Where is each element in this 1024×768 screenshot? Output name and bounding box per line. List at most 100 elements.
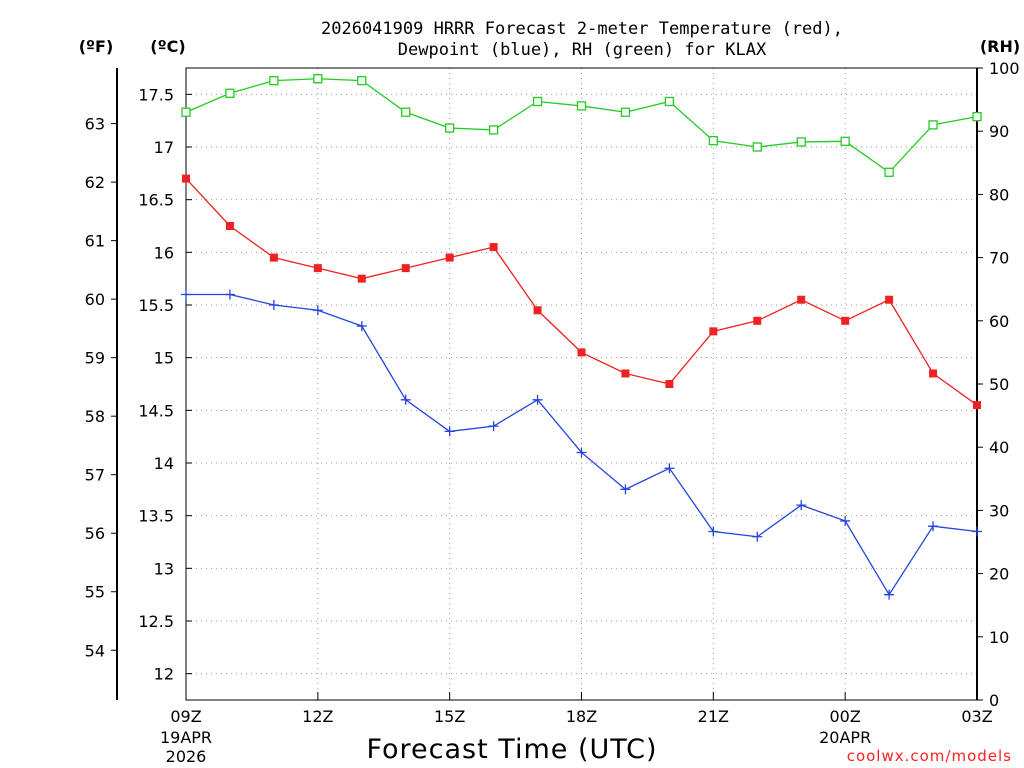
celsius-tick-label: 13.5 xyxy=(138,507,174,526)
x-tick-label: 21Z xyxy=(698,707,729,726)
celsius-tick-label: 12.5 xyxy=(138,612,174,631)
fahrenheit-tick-label: 62 xyxy=(85,173,105,192)
data-series xyxy=(181,74,982,600)
data-point-marker xyxy=(401,264,410,273)
rh-tick-label: 100 xyxy=(989,59,1020,78)
data-point-marker xyxy=(488,421,499,432)
rh-tick-label: 10 xyxy=(989,628,1009,647)
data-point-marker xyxy=(182,174,190,183)
data-point-marker xyxy=(444,426,455,437)
data-point-marker xyxy=(621,369,630,378)
data-point-marker xyxy=(884,167,894,177)
data-point-marker xyxy=(181,107,191,117)
data-point-marker xyxy=(489,243,498,252)
fahrenheit-unit-label: (ºF) xyxy=(79,37,114,56)
data-point-marker xyxy=(972,112,982,122)
fahrenheit-tick-label: 63 xyxy=(85,115,105,134)
data-point-marker xyxy=(708,136,718,146)
rh-tick-label: 20 xyxy=(989,565,1009,584)
data-point-marker xyxy=(181,289,191,300)
celsius-tick-label: 14 xyxy=(154,454,174,473)
x-tick-label: 09Z xyxy=(170,707,201,726)
data-point-marker xyxy=(224,289,235,300)
data-point-marker xyxy=(401,107,411,117)
data-point-marker xyxy=(532,96,543,107)
data-point-marker xyxy=(357,75,367,86)
data-point-marker xyxy=(664,463,675,474)
data-point-marker xyxy=(664,96,675,107)
data-point-marker xyxy=(840,515,851,526)
data-point-marker xyxy=(576,447,587,458)
data-point-marker xyxy=(312,305,323,316)
data-point-marker xyxy=(796,500,807,511)
grid-lines xyxy=(185,68,978,700)
data-point-marker xyxy=(665,380,674,388)
x-axis-label: Forecast Time (UTC) xyxy=(366,734,657,765)
celsius-tick-label: 13 xyxy=(154,559,174,578)
celsius-tick-label: 12 xyxy=(154,665,174,684)
x-tick-label: 12Z xyxy=(302,707,333,726)
chart-title-line-1: 2026041909 HRRR Forecast 2-meter Tempera… xyxy=(321,19,843,39)
data-point-marker xyxy=(929,369,938,378)
celsius-tick-label: 17.5 xyxy=(138,85,174,104)
data-point-marker xyxy=(400,394,411,405)
data-point-marker xyxy=(752,142,762,152)
fahrenheit-tick-label: 60 xyxy=(85,290,105,309)
data-point-marker xyxy=(973,401,981,410)
data-point-marker xyxy=(841,316,850,325)
celsius-tick-label: 15.5 xyxy=(138,296,174,315)
data-point-marker xyxy=(313,264,322,273)
data-point-marker xyxy=(752,531,763,542)
series-2-meter-temperature xyxy=(182,174,981,410)
fahrenheit-tick-label: 61 xyxy=(85,232,105,251)
data-point-marker xyxy=(708,526,719,537)
data-point-marker xyxy=(268,300,279,310)
rh-tick-label: 40 xyxy=(989,438,1009,457)
data-point-marker xyxy=(884,589,895,600)
data-point-marker xyxy=(928,120,938,130)
series-rh xyxy=(181,74,982,177)
chart-title-line-2: Dewpoint (blue), RH (green) for KLAX xyxy=(398,40,767,60)
x-tick-date-label: 20APR xyxy=(819,728,871,747)
x-tick-label: 03Z xyxy=(961,707,992,726)
celsius-tick-label: 16.5 xyxy=(138,191,174,210)
axes: 12 12.5 13 13.5 14 14.5 15 15.5 16 16.5 17 17.5 54 55… xyxy=(85,59,1020,766)
fahrenheit-tick-label: 54 xyxy=(85,641,105,660)
x-tick-label: 18Z xyxy=(566,707,597,726)
data-point-marker xyxy=(532,394,543,405)
x-tick-date-label: 2026 xyxy=(166,747,207,766)
fahrenheit-tick-label: 56 xyxy=(85,524,105,543)
celsius-tick-label: 14.5 xyxy=(138,401,174,420)
data-point-marker xyxy=(445,253,454,262)
data-point-marker xyxy=(620,484,631,495)
data-point-marker xyxy=(533,306,542,315)
data-point-marker xyxy=(620,107,631,117)
data-point-marker xyxy=(840,136,850,146)
rh-tick-label: 60 xyxy=(989,312,1009,331)
data-point-marker xyxy=(313,74,323,84)
rh-tick-label: 0 xyxy=(989,691,999,710)
fahrenheit-tick-label: 57 xyxy=(85,466,105,485)
data-point-marker xyxy=(356,321,367,332)
data-point-marker xyxy=(885,295,894,304)
rh-tick-label: 70 xyxy=(989,249,1009,268)
data-point-marker xyxy=(225,222,234,230)
celsius-unit-label: (ºC) xyxy=(150,37,185,56)
data-point-marker xyxy=(269,75,279,86)
fahrenheit-tick-label: 58 xyxy=(85,407,105,426)
data-point-marker xyxy=(709,327,718,336)
data-point-marker xyxy=(445,123,455,133)
fahrenheit-tick-label: 59 xyxy=(85,349,105,368)
data-point-marker xyxy=(357,274,366,283)
rh-tick-label: 80 xyxy=(989,185,1009,204)
data-point-marker xyxy=(269,253,278,262)
x-tick-label: 15Z xyxy=(434,707,465,726)
rh-tick-label: 90 xyxy=(989,122,1009,141)
fahrenheit-tick-label: 55 xyxy=(85,583,105,602)
celsius-tick-label: 15 xyxy=(154,349,174,368)
data-point-marker xyxy=(972,526,982,537)
credit-text: coolwx.com/models xyxy=(847,747,1012,765)
rh-tick-label: 50 xyxy=(989,375,1009,394)
series-line xyxy=(185,178,978,406)
